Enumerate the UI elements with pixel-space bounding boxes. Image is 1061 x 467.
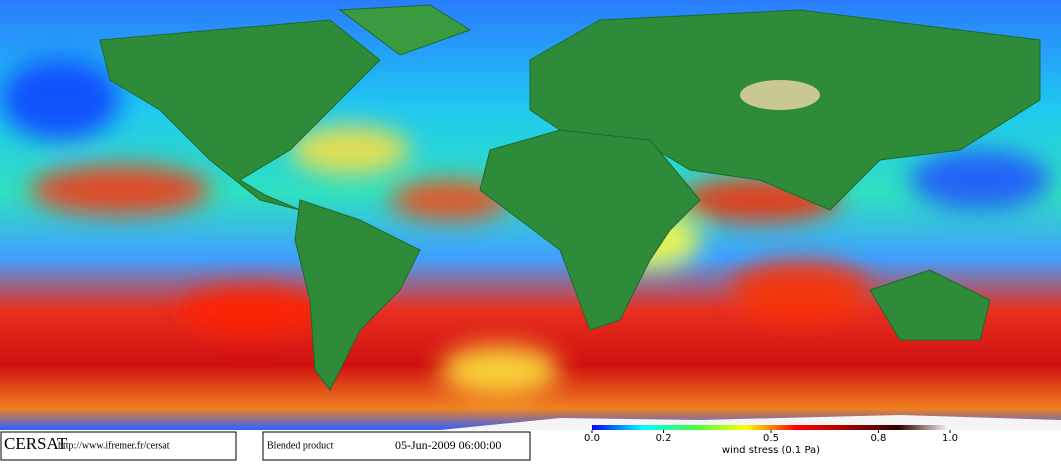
colorbar-tick-label: 0.0 (584, 433, 600, 444)
product: Blended product (267, 440, 334, 451)
logo: CERSAT (4, 434, 68, 453)
footer-box (0, 431, 237, 461)
colorbar-tick-label: 0.8 (870, 433, 886, 444)
colorbar-ramp (592, 425, 950, 430)
colorbar: wind stress (0.1 Pa) 0.0 0.2 0.5 0.8 1.0 (584, 425, 958, 456)
colorbar-tick-label: 0.2 (656, 433, 672, 444)
footer-box (262, 431, 531, 461)
colorbar-tick-label: 1.0 (942, 433, 958, 444)
footer: CERSAT http://www.ifremer.fr/cersat Blen… (0, 430, 1061, 462)
url: http://www.ifremer.fr/cersat (58, 440, 170, 451)
date: 05-Jun-2009 06:00:00 (395, 438, 501, 452)
colorbar-tick-label: 0.5 (763, 433, 779, 444)
land (99, 4, 1041, 391)
colorbar-label: wind stress (0.1 Pa) (722, 445, 820, 456)
